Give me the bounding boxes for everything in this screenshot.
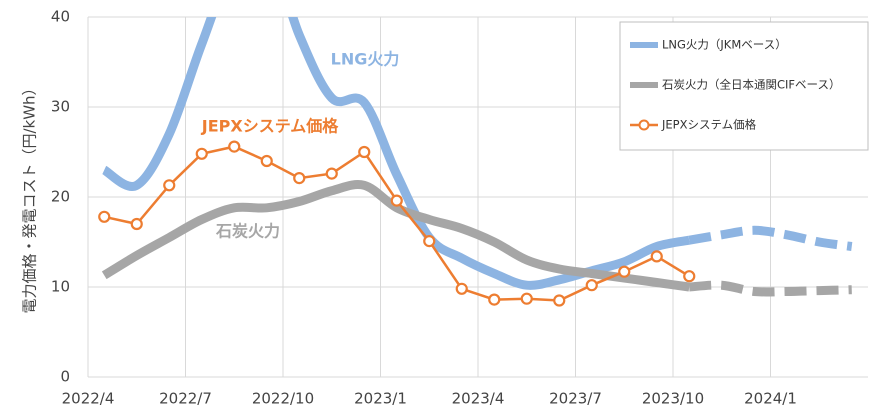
- y-tick-label: 20: [51, 188, 70, 206]
- legend-label: LNG火力（JKMベース）: [662, 38, 787, 52]
- marker: [293, 172, 306, 185]
- marker: [618, 265, 631, 278]
- x-tick-label: 2023/4: [452, 390, 505, 408]
- marker: [553, 294, 566, 307]
- legend-marker: [638, 119, 650, 131]
- plot-area: [98, 17, 853, 307]
- y-axis-label: 電力価格・発電コスト（円/kWh）: [21, 80, 39, 313]
- marker: [683, 270, 696, 283]
- series-line: [101, 17, 691, 290]
- series-line-forecast: [688, 280, 852, 297]
- series-line-forecast: [688, 225, 853, 251]
- legend-box: [619, 21, 869, 151]
- y-tick-label: 30: [51, 98, 70, 116]
- x-tick-label: 2024/1: [744, 390, 797, 408]
- y-tick-label: 0: [60, 368, 70, 386]
- marker: [325, 167, 338, 180]
- x-tick-label: 2022/4: [62, 390, 115, 408]
- x-tick-label: 2023/10: [642, 390, 704, 408]
- annotation: JEPXシステム価格: [201, 117, 339, 136]
- y-tick-label: 40: [51, 8, 70, 26]
- legend-label: JEPXシステム価格: [661, 118, 757, 132]
- x-tick-label: 2022/7: [159, 390, 212, 408]
- marker: [423, 235, 436, 248]
- y-tick-label: 10: [51, 278, 70, 296]
- annotation: LNG火力: [331, 50, 400, 69]
- marker: [488, 293, 501, 306]
- marker: [228, 140, 241, 153]
- marker: [390, 194, 403, 207]
- marker: [358, 145, 371, 159]
- marker: [520, 292, 533, 305]
- marker: [650, 250, 663, 263]
- x-tick-label: 2022/10: [252, 390, 314, 408]
- marker: [130, 217, 143, 231]
- marker: [585, 279, 598, 292]
- marker: [260, 154, 273, 168]
- x-tick-label: 2023/1: [354, 390, 407, 408]
- marker: [163, 179, 176, 192]
- marker: [98, 210, 111, 223]
- x-tick-label: 2023/7: [549, 390, 602, 408]
- series-line: [101, 180, 690, 292]
- marker: [195, 147, 208, 160]
- marker: [455, 282, 468, 295]
- legend-label: 石炭火力（全日本通関CIFベース）: [662, 78, 840, 92]
- annotation: 石炭火力: [215, 222, 280, 241]
